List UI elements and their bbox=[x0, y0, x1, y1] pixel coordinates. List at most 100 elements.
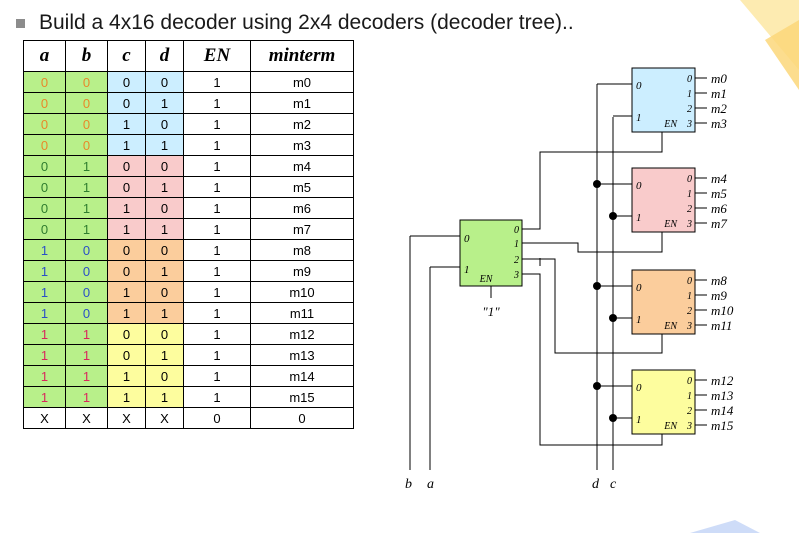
cell-b: 0 bbox=[65, 113, 108, 135]
junction-dot bbox=[593, 180, 601, 188]
table-row: 0 0 1 0 1 m2 bbox=[23, 113, 354, 135]
cell-minterm: m5 bbox=[250, 176, 354, 198]
cell-a: X bbox=[23, 407, 66, 429]
input-label-b: b bbox=[405, 477, 412, 492]
decoder-out-index: 2 bbox=[687, 204, 692, 215]
cell-c: 1 bbox=[107, 302, 146, 324]
minterm-output-label: m7 bbox=[711, 216, 727, 231]
decoder-in1-label: 1 bbox=[636, 112, 642, 124]
table-row: 0 1 0 0 1 m4 bbox=[23, 155, 354, 177]
minterm-output-label: m6 bbox=[711, 201, 727, 216]
decoder-out-index: 0 bbox=[687, 174, 692, 185]
decoder-in1-label: 1 bbox=[636, 314, 642, 326]
minterm-output-label: m12 bbox=[711, 373, 734, 388]
decoder-in0-label: 0 bbox=[636, 180, 642, 192]
cell-minterm: m11 bbox=[250, 302, 354, 324]
minterm-output-label: m4 bbox=[711, 171, 727, 186]
enable-wire-0 bbox=[522, 132, 663, 230]
minterm-output-label: m8 bbox=[711, 273, 727, 288]
cell-minterm: m7 bbox=[250, 218, 354, 240]
input-label-d: d bbox=[592, 477, 600, 492]
cell-minterm: m12 bbox=[250, 323, 354, 345]
cell-c: 1 bbox=[107, 197, 146, 219]
first-decoder-in0: 0 bbox=[464, 233, 470, 245]
first-decoder-out-label: 2 bbox=[514, 255, 519, 266]
minterm-output-label: m9 bbox=[711, 288, 727, 303]
decoder-out-index: 3 bbox=[686, 321, 692, 332]
cell-d: 0 bbox=[145, 155, 184, 177]
table-row: 1 0 1 0 1 m10 bbox=[23, 281, 354, 303]
table-row: 1 0 1 1 1 m11 bbox=[23, 302, 354, 324]
decoder-out-index: 1 bbox=[687, 291, 692, 302]
table-row: 1 1 1 1 1 m15 bbox=[23, 386, 354, 408]
first-decoder-out-label: 0 bbox=[514, 225, 519, 236]
bullet-icon bbox=[16, 18, 25, 28]
table-row: 1 1 0 0 1 m12 bbox=[23, 323, 354, 345]
decoder-out-index: 2 bbox=[687, 306, 692, 317]
cell-a: 1 bbox=[23, 260, 66, 282]
cell-d: 0 bbox=[145, 239, 184, 261]
second-stage-decoder bbox=[631, 369, 696, 435]
header-a: a bbox=[23, 40, 66, 72]
cell-d: 1 bbox=[145, 344, 184, 366]
slide-title: Build a 4x16 decoder using 2x4 decoders … bbox=[39, 11, 574, 34]
header-b: b bbox=[65, 40, 108, 72]
decoder-in1-label: 1 bbox=[636, 414, 642, 426]
table-row: 1 1 1 0 1 m14 bbox=[23, 365, 354, 387]
first-decoder-in1: 1 bbox=[464, 264, 470, 276]
decoder-out-index: 2 bbox=[687, 104, 692, 115]
minterm-output-label: m5 bbox=[711, 186, 727, 201]
cell-c: 0 bbox=[107, 71, 146, 93]
input-label-a: a bbox=[427, 477, 434, 492]
decoder-out-index: 3 bbox=[686, 219, 692, 230]
second-stage-decoder bbox=[631, 67, 696, 133]
cell-a: 0 bbox=[23, 92, 66, 114]
decoder-out-index: 3 bbox=[686, 421, 692, 432]
second-stage-decoder bbox=[631, 269, 696, 335]
enable-wire-3 bbox=[522, 273, 663, 446]
cell-d: 0 bbox=[145, 323, 184, 345]
cell-a: 1 bbox=[23, 386, 66, 408]
cell-d: 1 bbox=[145, 386, 184, 408]
cell-b: 0 bbox=[65, 260, 108, 282]
minterm-output-label: m13 bbox=[711, 388, 734, 403]
cell-d: 0 bbox=[145, 281, 184, 303]
cell-minterm: 0 bbox=[250, 407, 354, 429]
junction-dot bbox=[609, 212, 617, 220]
cell-d: 1 bbox=[145, 176, 184, 198]
cell-a: 0 bbox=[23, 218, 66, 240]
first-decoder-en-value: "1" bbox=[482, 304, 500, 319]
decoder-out-index: 2 bbox=[687, 406, 692, 417]
cell-d: 1 bbox=[145, 92, 184, 114]
decoder-out-index: 1 bbox=[687, 391, 692, 402]
cell-d: 0 bbox=[145, 365, 184, 387]
decoder-in0-label: 0 bbox=[636, 282, 642, 294]
minterm-output-label: m14 bbox=[711, 403, 734, 418]
decoder-out-index: 0 bbox=[687, 376, 692, 387]
cell-d: 0 bbox=[145, 71, 184, 93]
header-minterm: minterm bbox=[250, 40, 354, 72]
decoder-out-index: 1 bbox=[687, 89, 692, 100]
cell-b: 0 bbox=[65, 239, 108, 261]
cell-c: X bbox=[107, 407, 146, 429]
table-row: 0 1 1 0 1 m6 bbox=[23, 197, 354, 219]
minterm-output-label: m15 bbox=[711, 418, 734, 433]
input-label-c: c bbox=[610, 477, 617, 492]
junction-dot bbox=[609, 414, 617, 422]
cell-b: 1 bbox=[65, 176, 108, 198]
cell-b: 1 bbox=[65, 386, 108, 408]
cell-c: 1 bbox=[107, 218, 146, 240]
cell-d: 0 bbox=[145, 197, 184, 219]
cell-c: 0 bbox=[107, 239, 146, 261]
decoder-in1-label: 1 bbox=[636, 212, 642, 224]
minterm-output-label: m1 bbox=[711, 86, 727, 101]
cell-a: 0 bbox=[23, 155, 66, 177]
cell-d: 1 bbox=[145, 134, 184, 156]
cell-a: 1 bbox=[23, 281, 66, 303]
header-d: d bbox=[145, 40, 184, 72]
cell-c: 0 bbox=[107, 155, 146, 177]
header-en: EN bbox=[183, 40, 251, 72]
decoder-in0-label: 0 bbox=[636, 80, 642, 92]
